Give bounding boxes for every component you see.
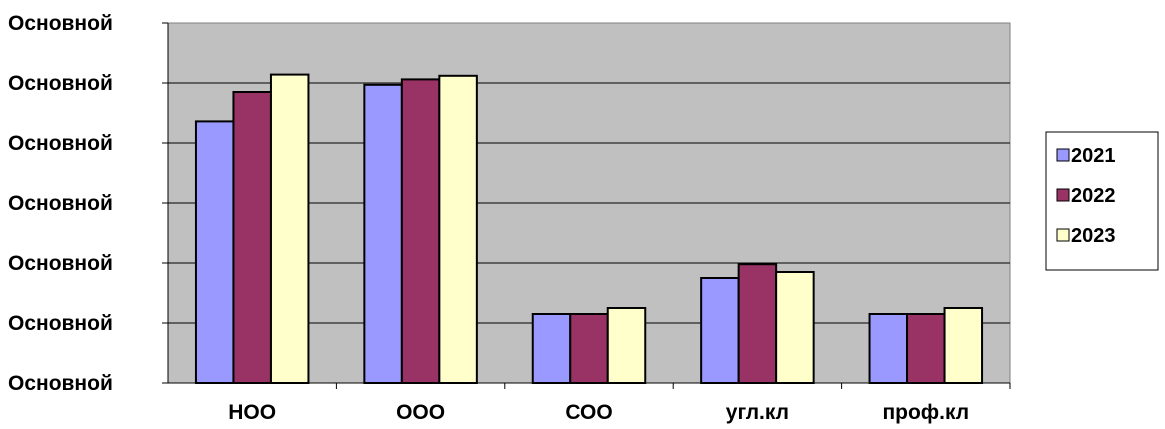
bars bbox=[194, 73, 984, 385]
legend-swatch bbox=[1056, 228, 1070, 242]
x-tick-labels: НОО ООО СОО угл.кл проф.кл bbox=[228, 401, 969, 424]
legend-label: 2023 bbox=[1071, 225, 1116, 247]
axes bbox=[162, 22, 1011, 389]
bar bbox=[569, 313, 609, 384]
bar bbox=[400, 78, 441, 385]
bar bbox=[943, 307, 984, 384]
bar bbox=[194, 120, 235, 385]
y-tick-label: Основной bbox=[8, 12, 113, 35]
y-tick-label: Основной bbox=[8, 252, 113, 275]
x-tick-label: НОО bbox=[228, 401, 276, 424]
legend-swatch bbox=[1056, 148, 1070, 162]
y-tick-label: Основной bbox=[8, 192, 113, 215]
y-tick-labels: Основной Основной Основной Основной Основной… bbox=[8, 12, 113, 395]
bar bbox=[531, 313, 572, 384]
bar bbox=[606, 307, 647, 384]
bar bbox=[737, 263, 778, 385]
x-tick-label: СОО bbox=[565, 401, 612, 424]
bar bbox=[700, 277, 740, 384]
x-tick-label: проф.кл bbox=[882, 401, 969, 424]
bar bbox=[868, 313, 909, 384]
legend-label: 2022 bbox=[1071, 185, 1116, 207]
y-tick-label: Основной bbox=[8, 372, 113, 395]
bar bbox=[269, 73, 310, 384]
legend-label: 2021 bbox=[1071, 145, 1116, 167]
bar bbox=[232, 91, 272, 384]
legend-swatch bbox=[1056, 188, 1070, 202]
bar bbox=[363, 83, 403, 385]
y-tick-label: Основной bbox=[8, 72, 113, 95]
y-tick-label: Основной bbox=[8, 132, 113, 155]
x-tick-label: угл.кл bbox=[726, 401, 789, 424]
bar bbox=[775, 271, 815, 384]
bar bbox=[438, 74, 478, 385]
bar bbox=[906, 313, 946, 384]
y-tick-label: Основной bbox=[8, 312, 113, 335]
legend: 2021 2022 2023 bbox=[1045, 131, 1159, 271]
x-tick-label: ООО bbox=[396, 401, 445, 424]
